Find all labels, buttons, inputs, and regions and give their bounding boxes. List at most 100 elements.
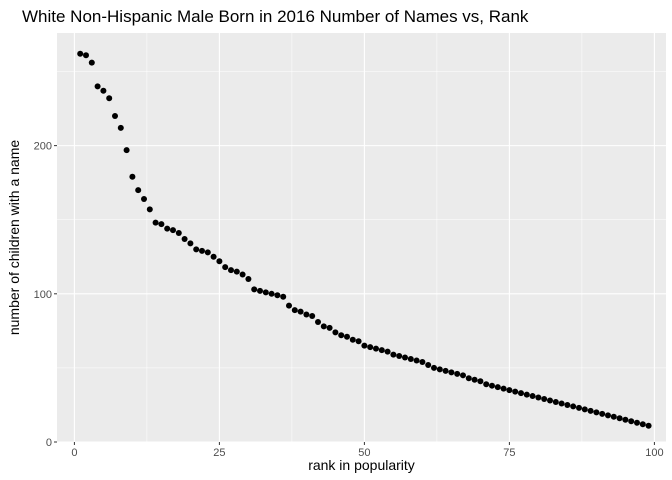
data-point <box>274 292 281 299</box>
data-point <box>645 422 652 429</box>
data-point <box>222 264 229 271</box>
data-point <box>489 382 495 389</box>
data-point <box>402 354 408 361</box>
data-point <box>349 336 356 343</box>
data-point <box>564 401 571 408</box>
data-point <box>233 268 240 275</box>
data-point <box>117 124 124 131</box>
data-point <box>291 307 298 314</box>
data-point <box>268 290 275 297</box>
data-point <box>535 394 542 401</box>
x-axis-label: rank in popularity <box>308 457 415 473</box>
data-point <box>552 398 559 405</box>
data-point <box>239 271 246 278</box>
data-point <box>384 348 391 355</box>
data-point <box>558 400 565 407</box>
data-point <box>355 338 362 345</box>
data-point <box>390 351 397 358</box>
data-point <box>100 87 107 94</box>
data-point <box>576 404 582 411</box>
data-point <box>280 293 287 300</box>
data-point <box>547 397 553 404</box>
x-tick-label: 25 <box>213 447 225 459</box>
data-point <box>216 258 223 265</box>
y-axis-label: number of children with a name <box>6 140 22 336</box>
data-point <box>303 311 310 318</box>
data-point <box>187 240 194 247</box>
data-point <box>315 318 321 325</box>
data-point <box>425 361 432 368</box>
data-point <box>454 370 461 377</box>
data-point <box>129 173 136 180</box>
data-point <box>309 313 316 320</box>
data-point <box>83 52 89 59</box>
data-point <box>465 375 472 382</box>
data-point <box>407 356 414 363</box>
data-point <box>396 353 403 360</box>
data-point <box>523 391 530 398</box>
data-point <box>210 253 217 260</box>
data-point <box>112 112 118 119</box>
data-point <box>94 83 101 90</box>
data-point <box>320 323 327 330</box>
data-point <box>442 367 449 374</box>
data-point <box>518 390 524 397</box>
data-point <box>413 357 420 364</box>
data-point <box>228 267 234 274</box>
data-point <box>587 407 594 414</box>
grid-major <box>57 33 666 443</box>
data-point <box>541 396 548 403</box>
data-point <box>193 246 200 253</box>
data-point <box>257 287 263 294</box>
data-point <box>448 369 455 376</box>
data-point <box>512 388 519 395</box>
data-point <box>471 376 478 383</box>
data-point <box>419 358 426 365</box>
data-point <box>605 412 611 419</box>
data-point <box>123 147 130 154</box>
data-point <box>634 419 640 426</box>
data-point <box>286 302 292 309</box>
data-point <box>616 415 623 422</box>
grid-minor <box>57 33 666 442</box>
x-tick-label: 50 <box>358 447 370 459</box>
data-point <box>344 333 350 340</box>
data-point <box>529 393 536 400</box>
data-point <box>199 247 205 254</box>
data-point <box>500 385 507 392</box>
data-point <box>262 289 269 296</box>
data-point <box>297 308 304 315</box>
x-tick-label: 75 <box>503 447 515 459</box>
y-tick-label: 0 <box>46 437 52 449</box>
data-point <box>378 347 385 354</box>
plot-panel <box>57 33 666 442</box>
data-point <box>599 410 606 417</box>
data-point <box>106 95 113 102</box>
chart-title: White Non-Hispanic Male Born in 2016 Num… <box>22 7 529 26</box>
data-point <box>581 406 588 413</box>
data-point <box>332 329 339 336</box>
data-point <box>506 387 513 394</box>
data-point <box>245 275 252 282</box>
data-point <box>483 381 490 388</box>
data-point <box>88 59 95 66</box>
data-point <box>164 225 171 232</box>
x-tick-label: 0 <box>71 447 77 459</box>
data-points <box>77 50 652 429</box>
data-point <box>175 230 182 237</box>
data-point <box>251 286 258 293</box>
data-point <box>181 235 188 242</box>
data-point <box>135 187 142 194</box>
data-point <box>431 364 437 371</box>
data-point <box>326 324 333 331</box>
data-point <box>610 413 617 420</box>
data-point <box>436 366 443 373</box>
data-point <box>152 219 159 226</box>
y-tick-label: 100 <box>34 289 52 301</box>
data-point <box>477 378 484 385</box>
y-tick-label: 200 <box>34 141 52 153</box>
data-point <box>158 221 165 228</box>
data-point <box>639 421 646 428</box>
data-point <box>570 403 577 410</box>
